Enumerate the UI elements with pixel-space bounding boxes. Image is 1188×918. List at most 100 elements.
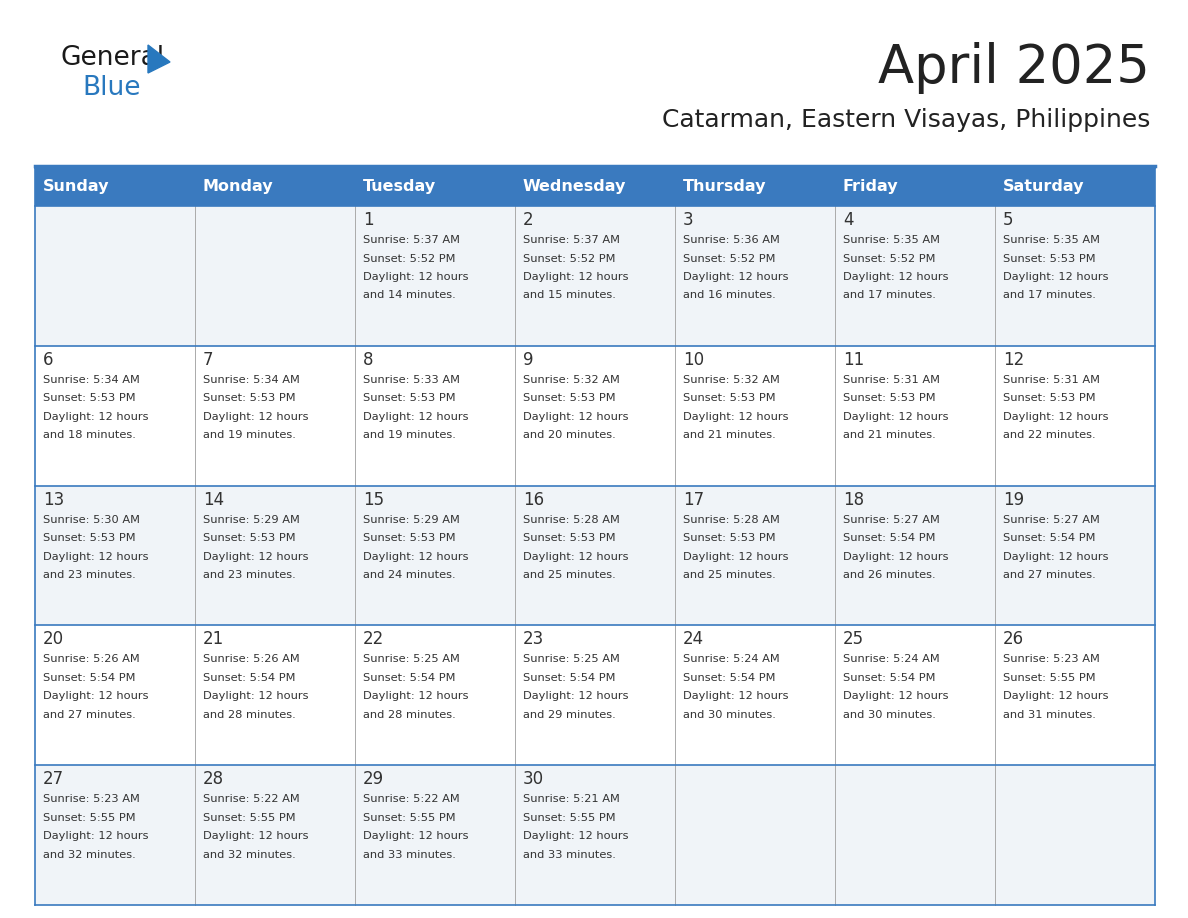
Text: 20: 20 bbox=[43, 631, 64, 648]
Text: and 27 minutes.: and 27 minutes. bbox=[43, 710, 135, 720]
Text: 19: 19 bbox=[1003, 490, 1024, 509]
Text: 28: 28 bbox=[203, 770, 225, 789]
Text: Daylight: 12 hours: Daylight: 12 hours bbox=[523, 412, 628, 421]
Text: 30: 30 bbox=[523, 770, 544, 789]
Text: Sunrise: 5:24 AM: Sunrise: 5:24 AM bbox=[683, 655, 779, 665]
Text: Sunset: 5:53 PM: Sunset: 5:53 PM bbox=[843, 393, 936, 403]
Text: Sunset: 5:53 PM: Sunset: 5:53 PM bbox=[203, 393, 296, 403]
Text: and 25 minutes.: and 25 minutes. bbox=[683, 570, 776, 580]
Text: 14: 14 bbox=[203, 490, 225, 509]
Bar bbox=[355, 206, 516, 346]
Text: Sunrise: 5:21 AM: Sunrise: 5:21 AM bbox=[523, 794, 620, 804]
Bar bbox=[675, 206, 835, 346]
Text: Sunrise: 5:27 AM: Sunrise: 5:27 AM bbox=[843, 515, 940, 524]
Text: and 30 minutes.: and 30 minutes. bbox=[683, 710, 776, 720]
Text: Sunset: 5:54 PM: Sunset: 5:54 PM bbox=[364, 673, 455, 683]
Text: and 17 minutes.: and 17 minutes. bbox=[843, 290, 936, 300]
Bar bbox=[835, 625, 996, 766]
Bar bbox=[675, 766, 835, 905]
Text: Daylight: 12 hours: Daylight: 12 hours bbox=[683, 412, 789, 421]
Text: Daylight: 12 hours: Daylight: 12 hours bbox=[43, 691, 148, 701]
Text: Sunset: 5:53 PM: Sunset: 5:53 PM bbox=[1003, 393, 1095, 403]
Bar bbox=[835, 168, 996, 206]
Text: Sunset: 5:53 PM: Sunset: 5:53 PM bbox=[364, 393, 456, 403]
Text: 3: 3 bbox=[683, 211, 694, 229]
Text: Sunrise: 5:37 AM: Sunrise: 5:37 AM bbox=[523, 235, 620, 245]
Bar bbox=[516, 486, 675, 625]
Text: Sunset: 5:54 PM: Sunset: 5:54 PM bbox=[683, 673, 776, 683]
Text: and 32 minutes.: and 32 minutes. bbox=[43, 850, 135, 859]
Text: Thursday: Thursday bbox=[683, 180, 766, 195]
Text: Daylight: 12 hours: Daylight: 12 hours bbox=[364, 552, 468, 562]
Text: Sunrise: 5:27 AM: Sunrise: 5:27 AM bbox=[1003, 515, 1100, 524]
Text: 27: 27 bbox=[43, 770, 64, 789]
Text: Sunset: 5:52 PM: Sunset: 5:52 PM bbox=[843, 253, 935, 263]
Text: 23: 23 bbox=[523, 631, 544, 648]
Text: Daylight: 12 hours: Daylight: 12 hours bbox=[1003, 691, 1108, 701]
Text: 21: 21 bbox=[203, 631, 225, 648]
Text: Daylight: 12 hours: Daylight: 12 hours bbox=[43, 831, 148, 841]
Bar bbox=[355, 625, 516, 766]
Text: Daylight: 12 hours: Daylight: 12 hours bbox=[203, 552, 309, 562]
Text: Daylight: 12 hours: Daylight: 12 hours bbox=[203, 691, 309, 701]
Text: and 16 minutes.: and 16 minutes. bbox=[683, 290, 776, 300]
Text: Blue: Blue bbox=[83, 75, 141, 101]
Bar bbox=[355, 346, 516, 486]
Text: Sunday: Sunday bbox=[43, 180, 109, 195]
Text: Sunrise: 5:35 AM: Sunrise: 5:35 AM bbox=[843, 235, 940, 245]
Text: and 26 minutes.: and 26 minutes. bbox=[843, 570, 936, 580]
Bar bbox=[835, 346, 996, 486]
Bar bbox=[34, 486, 195, 625]
Text: and 33 minutes.: and 33 minutes. bbox=[364, 850, 456, 859]
Text: and 17 minutes.: and 17 minutes. bbox=[1003, 290, 1095, 300]
Bar bbox=[996, 346, 1155, 486]
Text: Sunrise: 5:36 AM: Sunrise: 5:36 AM bbox=[683, 235, 779, 245]
Text: General: General bbox=[61, 45, 164, 71]
Text: 7: 7 bbox=[203, 351, 214, 369]
Bar bbox=[835, 766, 996, 905]
Text: Sunrise: 5:34 AM: Sunrise: 5:34 AM bbox=[203, 375, 299, 385]
Bar bbox=[34, 625, 195, 766]
Bar bbox=[355, 766, 516, 905]
Text: Daylight: 12 hours: Daylight: 12 hours bbox=[843, 272, 948, 282]
Text: Sunrise: 5:25 AM: Sunrise: 5:25 AM bbox=[364, 655, 460, 665]
Bar bbox=[516, 168, 675, 206]
Text: Daylight: 12 hours: Daylight: 12 hours bbox=[364, 691, 468, 701]
Text: Daylight: 12 hours: Daylight: 12 hours bbox=[843, 552, 948, 562]
Text: Sunrise: 5:35 AM: Sunrise: 5:35 AM bbox=[1003, 235, 1100, 245]
Text: and 25 minutes.: and 25 minutes. bbox=[523, 570, 615, 580]
Text: Sunrise: 5:33 AM: Sunrise: 5:33 AM bbox=[364, 375, 460, 385]
Text: and 21 minutes.: and 21 minutes. bbox=[843, 431, 936, 441]
Bar bbox=[996, 168, 1155, 206]
Text: Daylight: 12 hours: Daylight: 12 hours bbox=[523, 272, 628, 282]
Text: Daylight: 12 hours: Daylight: 12 hours bbox=[203, 412, 309, 421]
Text: and 21 minutes.: and 21 minutes. bbox=[683, 431, 776, 441]
Text: and 30 minutes.: and 30 minutes. bbox=[843, 710, 936, 720]
Text: Sunset: 5:54 PM: Sunset: 5:54 PM bbox=[43, 673, 135, 683]
Bar bbox=[675, 625, 835, 766]
Bar bbox=[516, 346, 675, 486]
Text: and 19 minutes.: and 19 minutes. bbox=[364, 431, 456, 441]
Text: and 22 minutes.: and 22 minutes. bbox=[1003, 431, 1095, 441]
Bar bbox=[835, 206, 996, 346]
Text: 15: 15 bbox=[364, 490, 384, 509]
Text: Sunrise: 5:28 AM: Sunrise: 5:28 AM bbox=[523, 515, 620, 524]
Text: Daylight: 12 hours: Daylight: 12 hours bbox=[683, 272, 789, 282]
Text: Sunrise: 5:32 AM: Sunrise: 5:32 AM bbox=[683, 375, 779, 385]
Text: Daylight: 12 hours: Daylight: 12 hours bbox=[843, 412, 948, 421]
Bar bbox=[34, 346, 195, 486]
Text: Sunset: 5:55 PM: Sunset: 5:55 PM bbox=[523, 812, 615, 823]
Text: Sunset: 5:52 PM: Sunset: 5:52 PM bbox=[523, 253, 615, 263]
Text: and 23 minutes.: and 23 minutes. bbox=[203, 570, 296, 580]
Text: Daylight: 12 hours: Daylight: 12 hours bbox=[1003, 412, 1108, 421]
Text: 17: 17 bbox=[683, 490, 704, 509]
Text: Daylight: 12 hours: Daylight: 12 hours bbox=[364, 272, 468, 282]
Bar bbox=[355, 168, 516, 206]
Text: Sunset: 5:53 PM: Sunset: 5:53 PM bbox=[364, 533, 456, 543]
Text: Sunrise: 5:22 AM: Sunrise: 5:22 AM bbox=[364, 794, 460, 804]
Bar bbox=[195, 168, 355, 206]
Text: Daylight: 12 hours: Daylight: 12 hours bbox=[43, 412, 148, 421]
Text: and 20 minutes.: and 20 minutes. bbox=[523, 431, 615, 441]
Text: and 28 minutes.: and 28 minutes. bbox=[203, 710, 296, 720]
Text: Sunrise: 5:26 AM: Sunrise: 5:26 AM bbox=[43, 655, 140, 665]
